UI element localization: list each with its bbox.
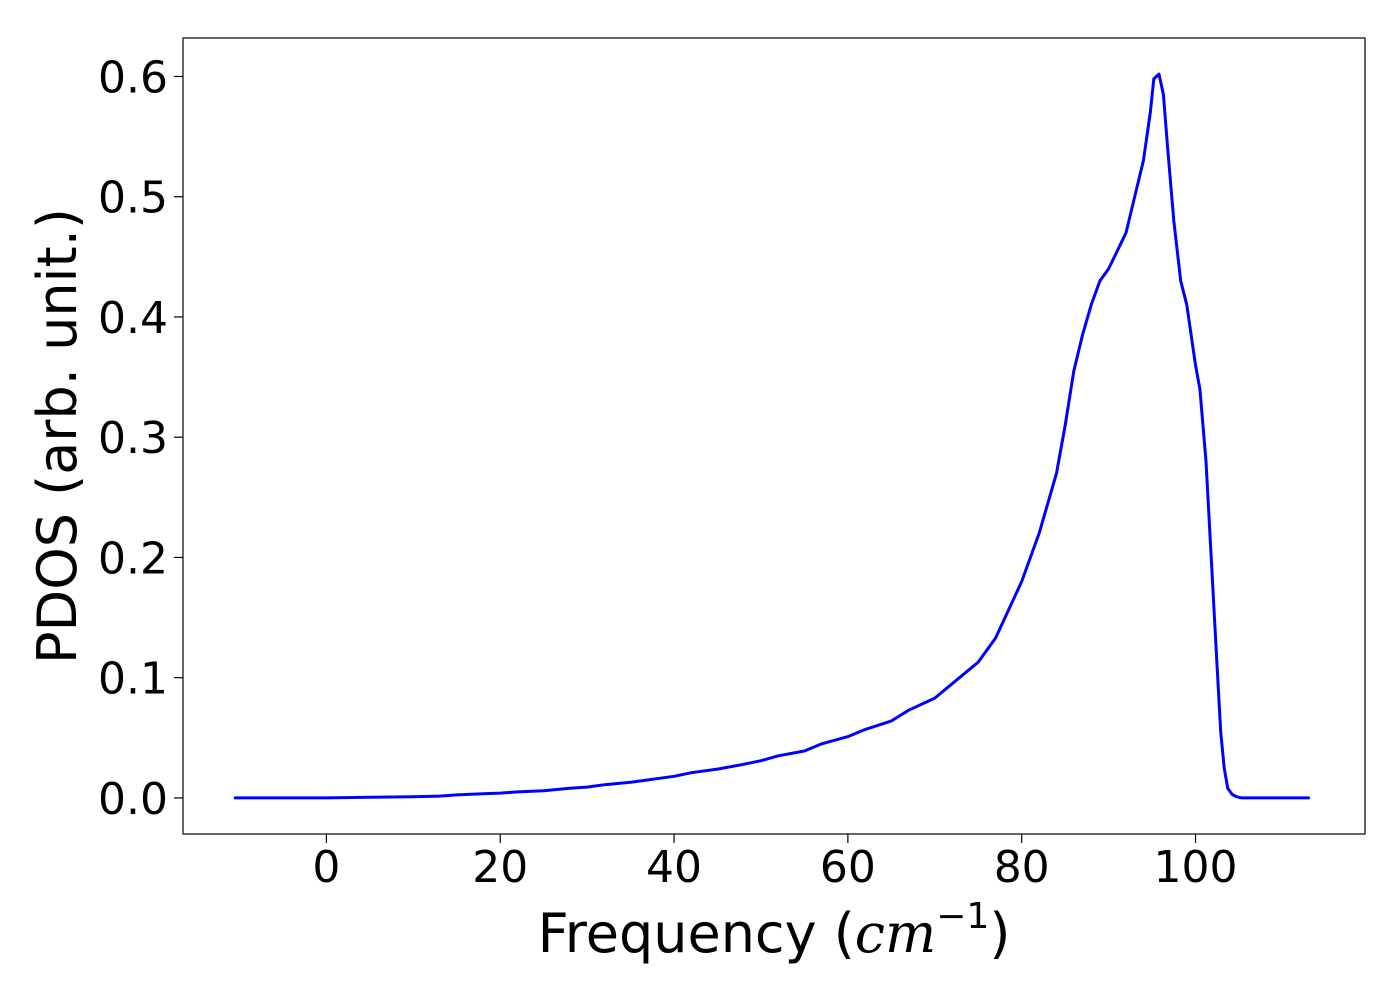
x-tick-label: 60 bbox=[820, 842, 876, 893]
x-axis-label-prefix: Frequency ( bbox=[538, 902, 855, 965]
plot-frame bbox=[182, 37, 1366, 835]
x-axis-label-math: cm bbox=[855, 902, 936, 965]
y-tick-label: 0.1 bbox=[98, 654, 168, 705]
x-axis-label-superscript: −1 bbox=[936, 896, 989, 937]
x-tick-label: 80 bbox=[994, 842, 1050, 893]
y-tick-label: 0.4 bbox=[98, 293, 168, 344]
y-axis-ticks: 0.0 0.1 0.2 0.3 0.4 0.5 0.6 bbox=[98, 52, 183, 825]
x-axis-label: Frequency (cm−1) bbox=[538, 896, 1011, 965]
x-tick-label: 0 bbox=[312, 842, 340, 893]
x-axis-ticks: 0 20 40 60 80 100 bbox=[312, 834, 1238, 893]
x-tick-label: 40 bbox=[646, 842, 702, 893]
x-axis-label-suffix: ) bbox=[989, 902, 1010, 965]
plot-area bbox=[182, 37, 1366, 835]
y-axis-label: PDOS (arb. unit.) bbox=[26, 208, 89, 664]
y-tick-label: 0.2 bbox=[98, 533, 168, 584]
x-tick-label: 100 bbox=[1154, 842, 1238, 893]
y-tick-label: 0.6 bbox=[98, 52, 168, 103]
y-tick-label: 0.5 bbox=[98, 173, 168, 224]
y-tick-label: 0.0 bbox=[98, 774, 168, 825]
x-tick-label: 20 bbox=[472, 842, 528, 893]
y-tick-label: 0.3 bbox=[98, 413, 168, 464]
pdos-series-line bbox=[233, 72, 1310, 800]
